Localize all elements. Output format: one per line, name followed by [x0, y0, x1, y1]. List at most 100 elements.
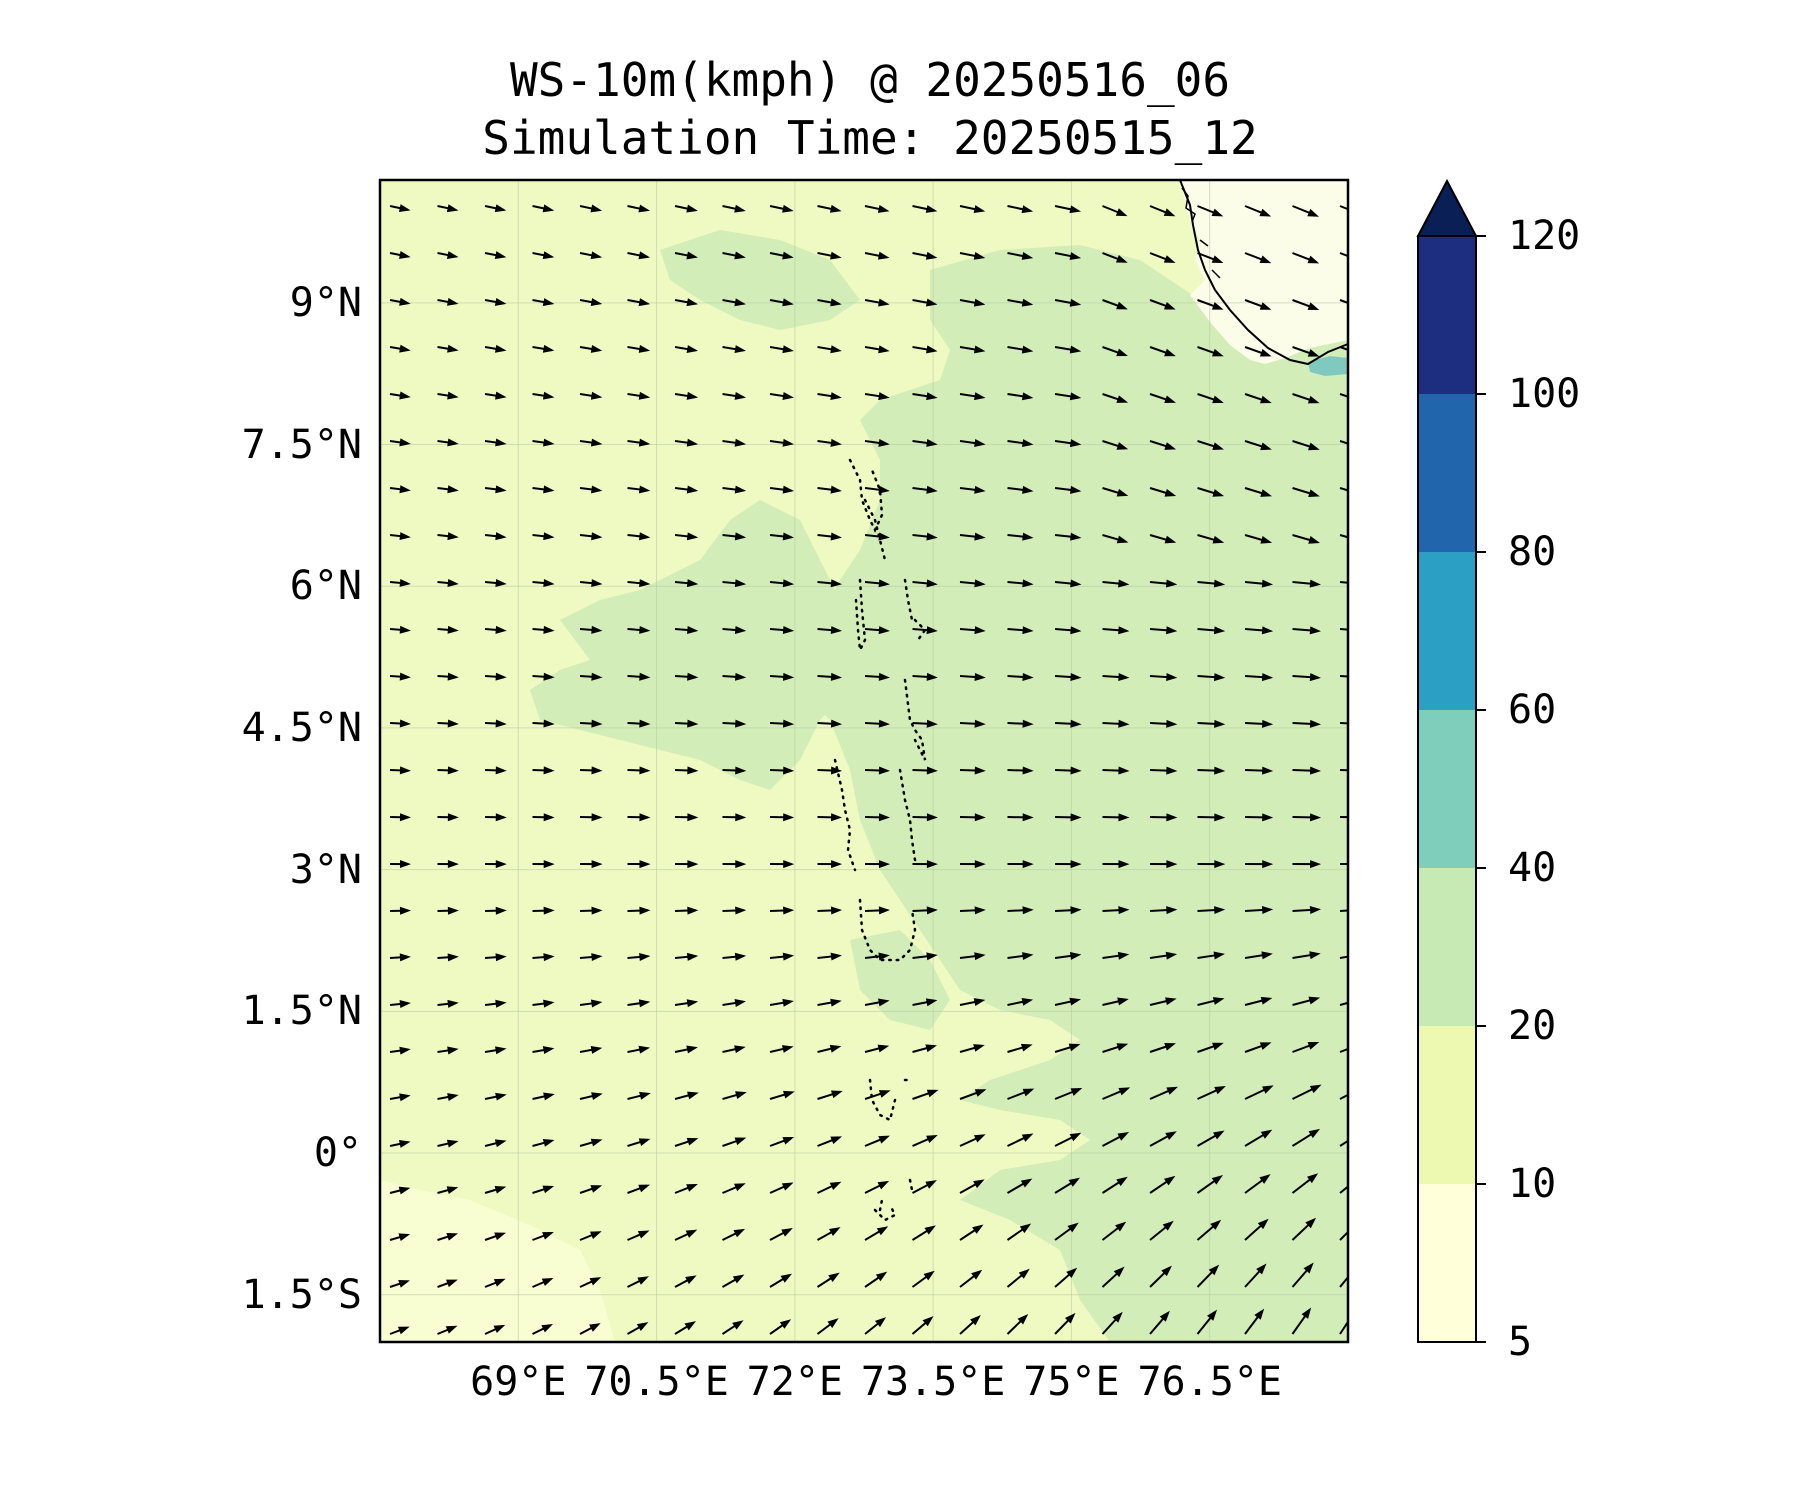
wind-arrow-head — [1020, 1043, 1033, 1052]
colorbar-segment — [1418, 868, 1476, 1026]
wind-arrow — [1339, 722, 1348, 725]
colorbar-tick-label: 20 — [1508, 1003, 1557, 1049]
wind-arrow-head — [1356, 396, 1368, 404]
wind-arrow — [1339, 1093, 1348, 1100]
wind-arrow-head — [974, 439, 986, 447]
wind-arrow-head — [399, 906, 411, 915]
wind-arrow-head — [1166, 766, 1178, 775]
wind-arrow-head — [543, 625, 555, 634]
wind-arrow-head — [398, 1280, 410, 1288]
wind-arrow-head — [1358, 1084, 1370, 1093]
wind-arrow-head — [1262, 860, 1274, 869]
wind-arrow-head — [926, 579, 938, 588]
wind-arrow-head — [974, 579, 986, 588]
wind-arrow-head — [1021, 252, 1034, 260]
lat-tick-label: 3°N — [289, 846, 362, 893]
wind-arrow-head — [1068, 1043, 1081, 1052]
wind-arrow-head — [639, 906, 651, 915]
wind-arrow-head — [878, 813, 890, 822]
wind-arrow-head — [639, 719, 651, 728]
wind-arrow-head — [591, 485, 603, 494]
wind-arrow-head — [1259, 348, 1272, 357]
wind-arrow — [1339, 1275, 1348, 1288]
wind-arrow-head — [1069, 392, 1082, 401]
wind-arrow-head — [972, 1224, 984, 1234]
wind-arrow-head — [926, 672, 938, 681]
wind-arrow-head — [639, 952, 651, 961]
wind-arrow-head — [830, 626, 843, 635]
wind-arrow-head — [783, 1090, 795, 1099]
wind-arrow-head — [1022, 906, 1034, 915]
wind-arrow-head — [1308, 442, 1320, 451]
wind-arrow-head — [1069, 1132, 1082, 1142]
wind-arrow-head — [1307, 1041, 1320, 1050]
wind-arrow-head — [1166, 1086, 1179, 1095]
wind-arrow-head — [687, 672, 699, 681]
wind-arrow-head — [398, 1233, 411, 1242]
wind-arrow-head — [1118, 626, 1130, 635]
wind-arrow-head — [1212, 348, 1224, 357]
wind-arrow-head — [638, 1138, 651, 1146]
wind-arrow-head — [878, 719, 890, 728]
wind-arrow-head — [639, 532, 651, 541]
lat-tick-label: 9°N — [289, 279, 362, 326]
lon-tick-label: 69°E — [470, 1359, 567, 1405]
wind-arrow-head — [399, 813, 411, 822]
wind-arrow-head — [782, 1136, 795, 1145]
wind-arrow-head — [1357, 951, 1369, 959]
wind-arrow-head — [1309, 626, 1322, 635]
wind-arrow-head — [399, 391, 411, 400]
wind-arrow-head — [638, 204, 650, 213]
wind-arrow — [1339, 205, 1348, 211]
wind-arrow-head — [1355, 1172, 1366, 1182]
wind-arrow-head — [1259, 255, 1272, 264]
wind-arrow-head — [1118, 813, 1130, 822]
wind-arrow-head — [494, 298, 507, 306]
wind-arrow-head — [1259, 1174, 1271, 1184]
wind-arrow-head — [1214, 813, 1226, 822]
colorbar-segment — [1418, 236, 1476, 394]
wind-arrow-head — [925, 298, 938, 307]
wind-arrow-head — [399, 297, 411, 306]
wind-arrow-head — [877, 251, 890, 260]
wind-arrow-head — [1358, 906, 1369, 914]
wind-arrow-head — [1070, 766, 1082, 775]
wind-arrow-head — [1212, 489, 1225, 497]
wind-arrow-head — [782, 579, 795, 588]
map-frame — [378, 178, 1350, 1344]
wind-arrow-head — [1022, 952, 1034, 961]
wind-arrow-head — [399, 485, 411, 494]
wind-arrow-head — [926, 532, 938, 541]
wind-arrow-head — [1022, 532, 1034, 541]
wind-arrow-head — [543, 813, 555, 822]
wind-arrow-head — [1214, 766, 1226, 775]
wind-arrow-head — [783, 906, 795, 915]
wind-arrow-head — [1212, 535, 1225, 544]
wind-arrow-head — [735, 813, 747, 822]
wind-arrow-head — [925, 205, 938, 213]
wind-arrow-head — [589, 1231, 602, 1240]
wind-arrow-head — [447, 999, 459, 1008]
wind-arrow-head — [638, 485, 651, 494]
wind-arrow-head — [447, 625, 459, 634]
wind-arrow-head — [876, 1226, 889, 1236]
wind-speed-field — [380, 180, 1348, 1342]
wind-arrow-head — [589, 1277, 602, 1286]
wind-arrow-head — [1355, 209, 1367, 217]
wind-arrow-head — [1358, 860, 1369, 868]
wind-arrow-head — [1213, 626, 1226, 635]
wind-arrow-head — [1019, 1223, 1032, 1234]
wind-arrow-head — [1070, 673, 1082, 681]
wind-arrow-head — [495, 719, 507, 728]
wind-arrow-head — [495, 672, 507, 681]
wind-arrow-head — [1159, 1310, 1170, 1322]
wind-arrow-head — [399, 1046, 411, 1055]
wind-arrow-head — [877, 1180, 890, 1190]
wind-arrow-head — [782, 298, 794, 307]
wind-arrow-head — [1021, 392, 1034, 401]
wind-arrow — [1339, 816, 1348, 819]
wind-arrow-head — [1164, 1042, 1176, 1051]
wind-arrow-head — [974, 719, 986, 728]
wind-arrow-head — [1021, 345, 1034, 354]
wind-arrow-head — [495, 1092, 507, 1101]
